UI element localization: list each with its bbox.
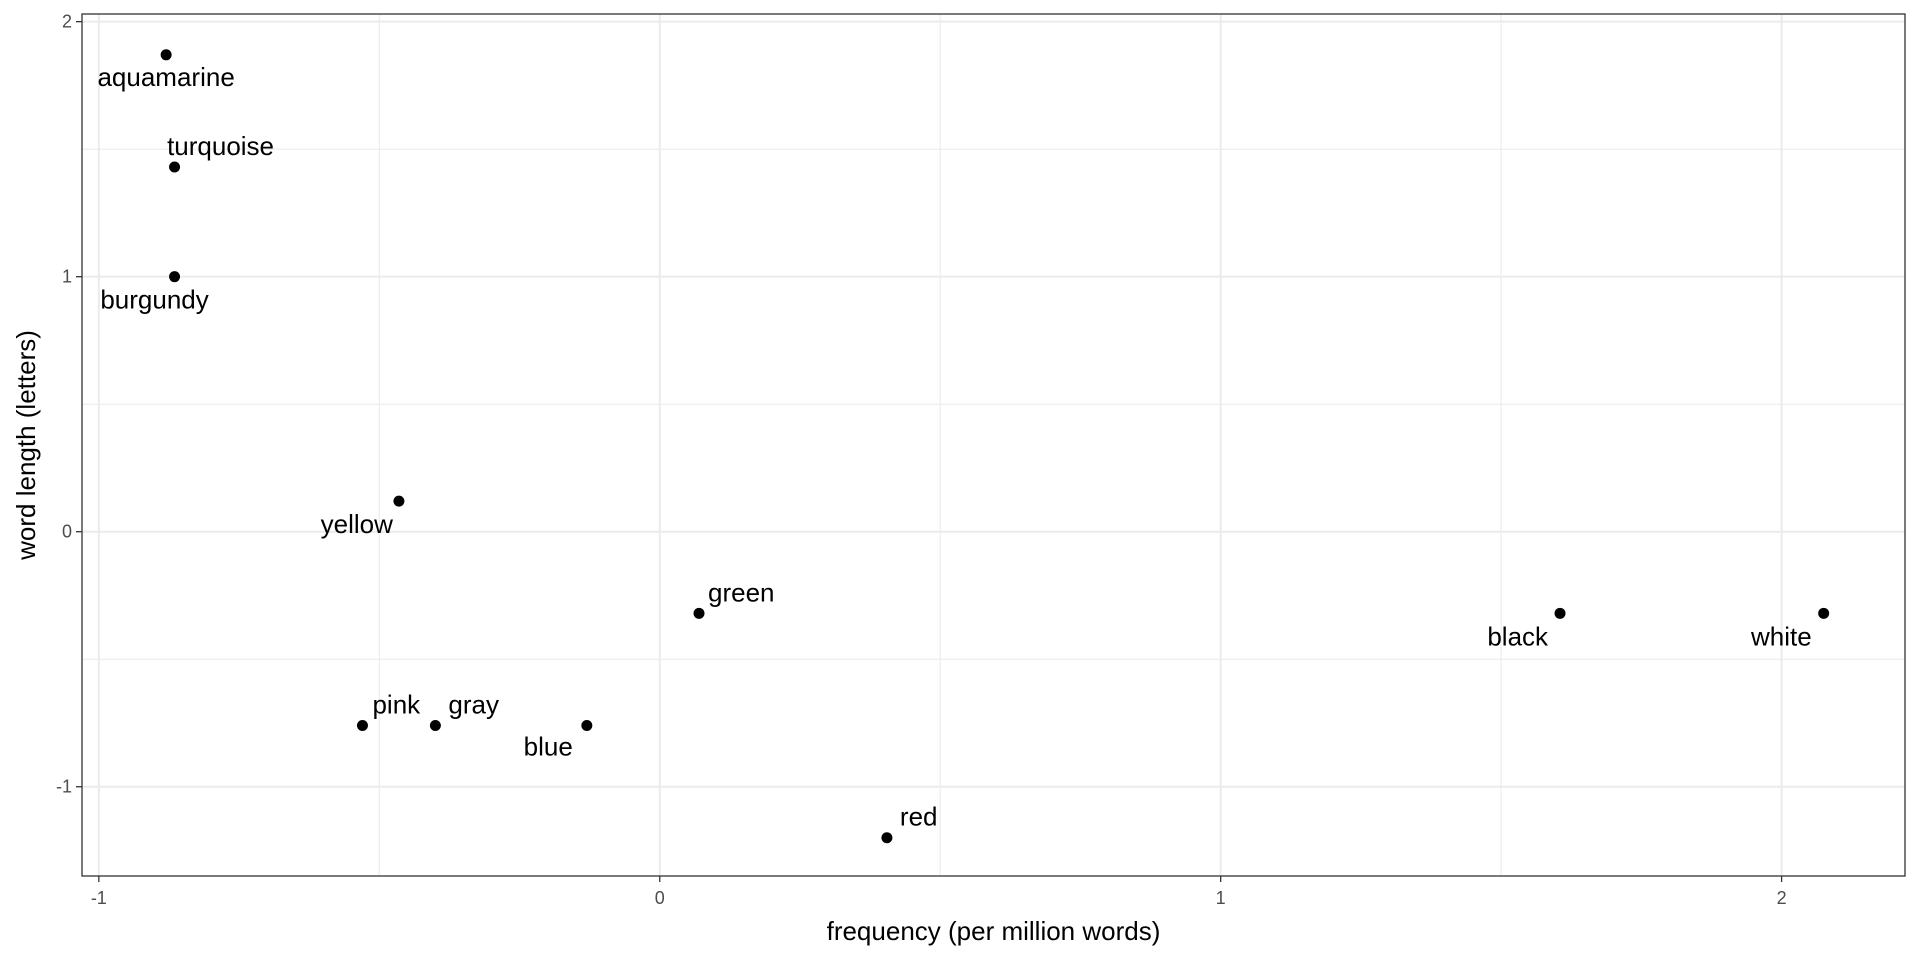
data-point-label: aquamarine — [97, 62, 234, 92]
y-axis-title: word length (letters) — [11, 330, 41, 561]
data-point — [693, 607, 705, 619]
data-points — [160, 49, 1830, 844]
data-point-label: blue — [524, 732, 573, 762]
data-point-label: burgundy — [100, 285, 208, 315]
axis-tick-labels: -1 0 1 2 -1 0 1 2 — [56, 12, 1787, 908]
minor-gridlines — [82, 14, 1905, 876]
data-point-label: green — [708, 577, 775, 607]
y-tick-label: -1 — [56, 777, 72, 797]
x-tick-label: -1 — [91, 888, 107, 908]
data-point — [1554, 607, 1566, 619]
data-point-label: red — [900, 802, 938, 832]
data-point-label: gray — [448, 690, 499, 720]
data-point-label: white — [1750, 621, 1812, 651]
y-tick-label: 0 — [62, 522, 72, 542]
y-tick-label: 2 — [62, 12, 72, 32]
y-tick-label: 1 — [62, 267, 72, 287]
data-point — [429, 720, 441, 732]
data-point — [169, 161, 181, 173]
data-point — [356, 720, 368, 732]
data-point — [393, 495, 405, 507]
x-tick-label: 1 — [1216, 888, 1226, 908]
data-point-labels: aquamarine turquoise burgundy yellow green pi… — [97, 62, 1811, 832]
data-point-label: black — [1487, 621, 1549, 651]
data-point-label: yellow — [321, 509, 393, 539]
data-point — [160, 49, 172, 61]
data-point — [1818, 607, 1830, 619]
data-point-label: pink — [372, 690, 421, 720]
major-gridlines — [82, 14, 1905, 876]
data-point — [169, 271, 181, 283]
x-tick-label: 0 — [655, 888, 665, 908]
data-point — [581, 720, 593, 732]
x-axis-title: frequency (per million words) — [827, 916, 1161, 946]
axis-ticks — [76, 21, 1783, 882]
data-point — [881, 832, 893, 844]
plot-panel-border — [81, 13, 1906, 877]
x-tick-label: 2 — [1777, 888, 1787, 908]
data-point-label: turquoise — [167, 131, 274, 161]
